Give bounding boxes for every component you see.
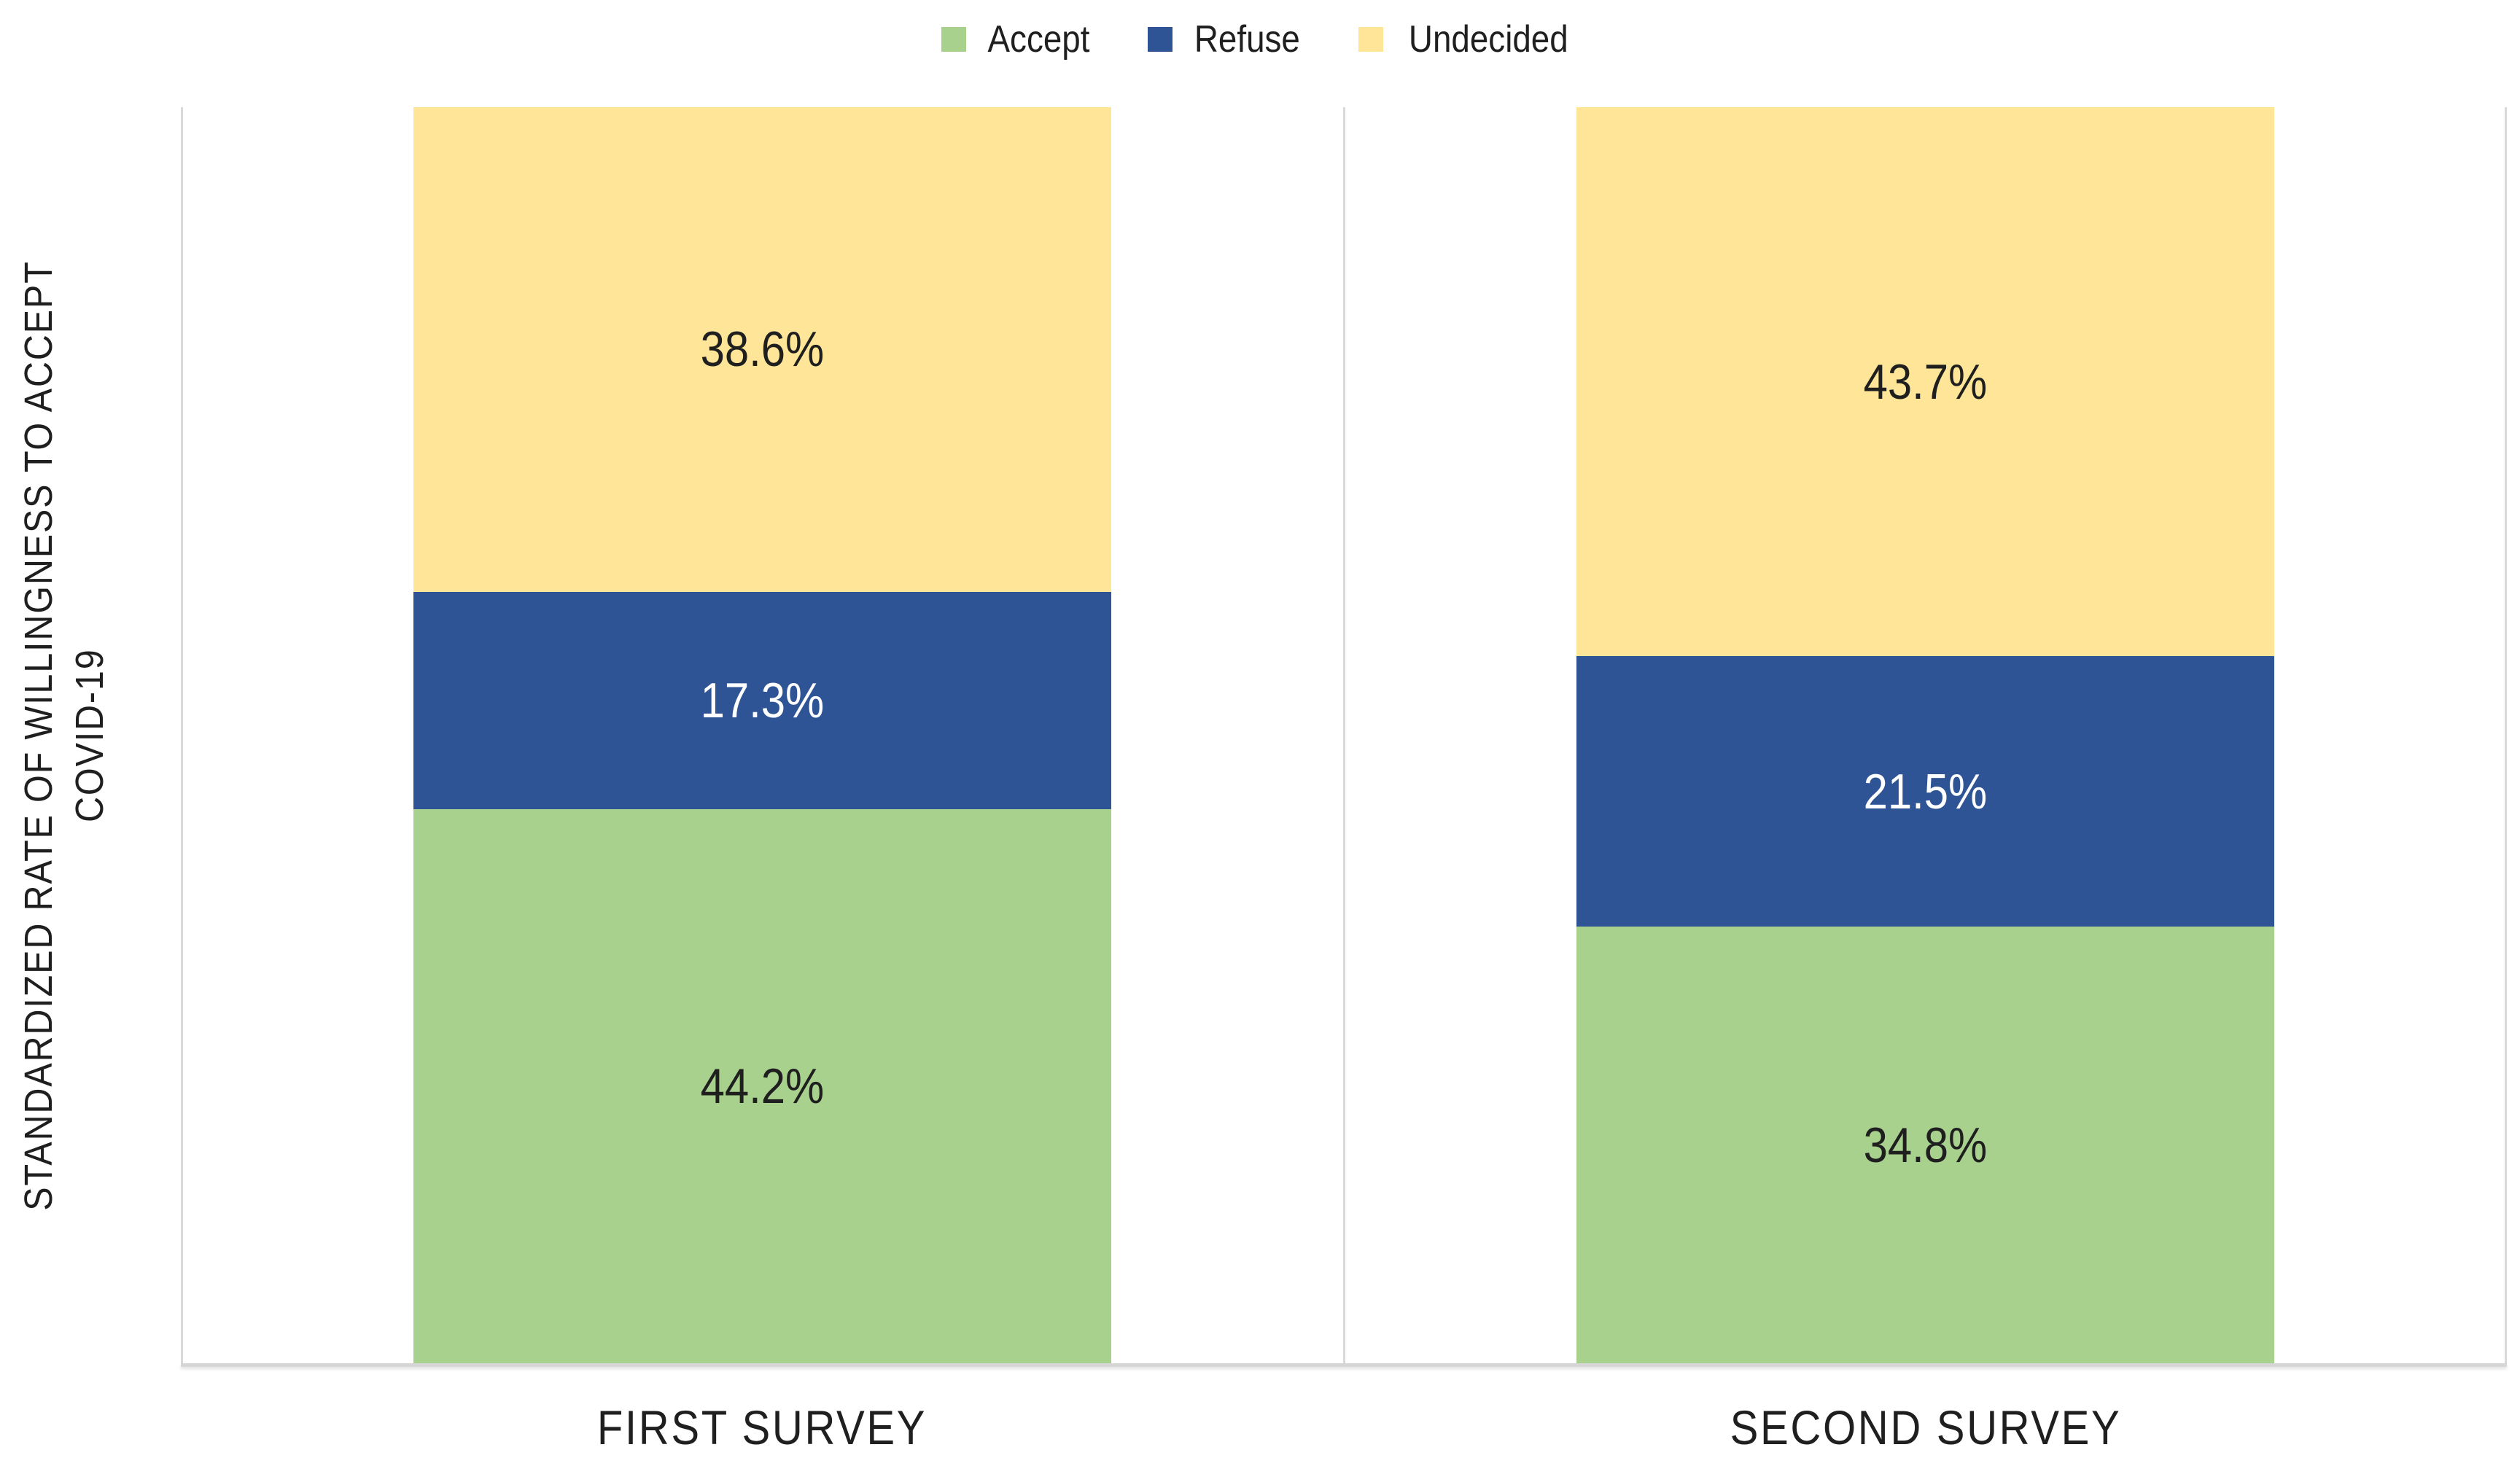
x-axis-labels: FIRST SURVEY SECOND SURVEY [181, 1369, 2507, 1458]
y-axis-title-line-2: COVID-19 [68, 648, 112, 823]
gridline-middle [1343, 107, 1345, 1364]
legend-swatch-undecided [1358, 27, 1383, 52]
y-axis-title-text: STANDARDIZED RATE OF WILLINGNESS TO ACCE… [13, 260, 115, 1210]
x-axis-label-1: FIRST SURVEY [181, 1369, 1344, 1458]
legend-label-undecided: Undecided [1408, 18, 1568, 61]
legend-item-accept: Accept [941, 17, 1097, 61]
legend-swatch-refuse [1147, 27, 1172, 52]
stacked-bar-1: 44.2% 17.3% 38.6% [413, 107, 1111, 1364]
legend-item-refuse: Refuse [1147, 17, 1307, 61]
x-axis-line [181, 1363, 2507, 1367]
legend-item-undecided: Undecided [1358, 17, 1579, 61]
segment-accept-1: 44.2% [413, 808, 1111, 1364]
legend: Accept Refuse Undecided [0, 13, 2520, 66]
legend-label-accept: Accept [987, 18, 1090, 61]
category-cell-2: 34.8% 21.5% 43.7% [1344, 107, 2507, 1364]
category-cell-1: 44.2% 17.3% 38.6% [181, 107, 1344, 1364]
gridline-left [181, 107, 183, 1364]
data-label-accept-2: 34.8% [1863, 1118, 1988, 1174]
x-axis-label-2: SECOND SURVEY [1344, 1369, 2507, 1458]
plot-area: 44.2% 17.3% 38.6% 34.8% 21.5% 43.7% [181, 107, 2507, 1367]
stacked-bar-2: 34.8% 21.5% 43.7% [1576, 107, 2274, 1364]
plot-cells: 44.2% 17.3% 38.6% 34.8% 21.5% 43.7% [181, 107, 2507, 1364]
y-axis-title-line-1: STANDARDIZED RATE OF WILLINGNESS TO ACCE… [16, 260, 61, 1211]
segment-refuse-1: 17.3% [413, 591, 1111, 809]
data-label-refuse-1: 17.3% [700, 672, 825, 728]
legend-swatch-accept [941, 27, 966, 52]
data-label-undecided-1: 38.6% [700, 321, 825, 378]
y-axis-title: STANDARDIZED RATE OF WILLINGNESS TO ACCE… [6, 107, 122, 1364]
data-label-undecided-2: 43.7% [1863, 354, 1988, 410]
x-axis-label-text-1: FIRST SURVEY [597, 1400, 928, 1454]
segment-undecided-2: 43.7% [1576, 107, 2274, 657]
segment-refuse-2: 21.5% [1576, 656, 2274, 927]
legend-label-refuse: Refuse [1194, 18, 1300, 61]
data-label-accept-1: 44.2% [700, 1059, 825, 1115]
segment-undecided-1: 38.6% [413, 107, 1111, 592]
data-label-refuse-2: 21.5% [1863, 763, 1988, 819]
gridline-right [2505, 107, 2507, 1364]
segment-accept-2: 34.8% [1576, 927, 2274, 1364]
x-axis-label-text-2: SECOND SURVEY [1730, 1400, 2121, 1454]
